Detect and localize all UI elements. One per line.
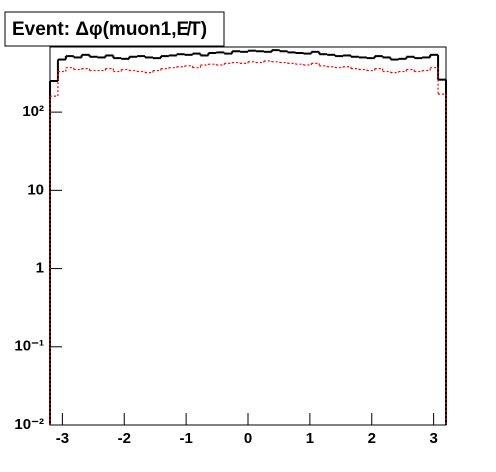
x-tick-label: 0 [244,430,252,447]
x-tick-label: -3 [56,430,69,447]
y-tick-label: 10⁻¹ [14,338,44,355]
x-tick-label: 2 [368,430,376,447]
x-tick-label: -2 [118,430,131,447]
y-tick-label: 1 [36,260,44,277]
y-tick-label: 10 [27,181,44,198]
plot-frame [49,46,447,426]
x-tick-label: 1 [306,430,314,447]
x-tick-label: -1 [179,430,192,447]
x-tick-label: 3 [429,430,437,447]
chart-title: Event: Δφ(muon1,E̸T) [12,19,207,40]
y-tick-label: 10⁻² [14,416,44,433]
title-box [4,11,225,47]
y-tick-label: 10² [22,103,44,120]
